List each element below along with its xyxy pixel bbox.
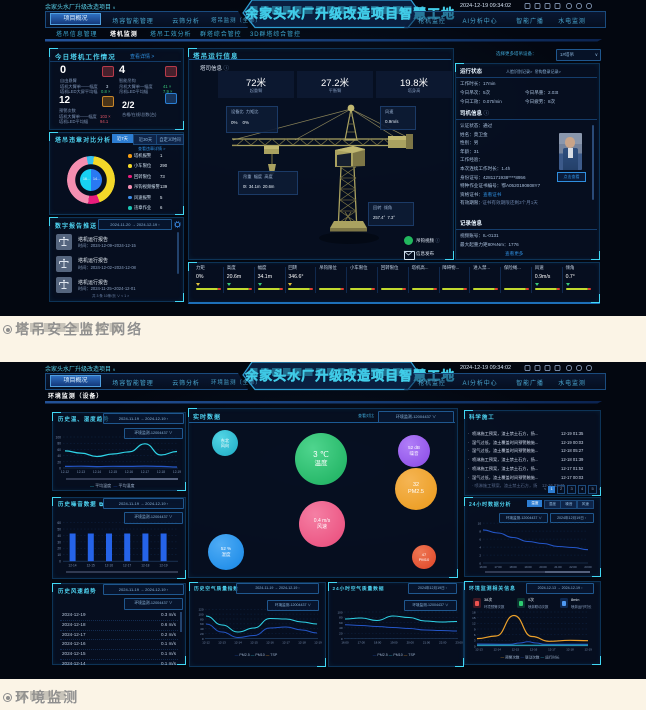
svg-text:12-17: 12-17 bbox=[282, 641, 290, 645]
svg-text:2: 2 bbox=[479, 553, 481, 557]
svg-text:22:00: 22:00 bbox=[569, 565, 577, 569]
svg-text:21:00: 21:00 bbox=[423, 641, 431, 645]
svg-text:22:00: 22:00 bbox=[439, 641, 447, 645]
svg-text:12-15: 12-15 bbox=[250, 641, 258, 645]
svg-text:23:00: 23:00 bbox=[455, 641, 463, 645]
svg-text:12-18: 12-18 bbox=[298, 641, 306, 645]
svg-text:20: 20 bbox=[339, 632, 343, 636]
svg-text:4: 4 bbox=[479, 545, 481, 549]
svg-text:19:00: 19:00 bbox=[390, 641, 398, 645]
svg-text:12-14: 12-14 bbox=[68, 564, 76, 568]
svg-text:12-15: 12-15 bbox=[109, 470, 117, 474]
svg-text:15: 15 bbox=[472, 616, 476, 620]
svg-text:8: 8 bbox=[479, 529, 481, 533]
svg-text:18:00: 18:00 bbox=[509, 565, 517, 569]
svg-text:50: 50 bbox=[57, 527, 61, 531]
svg-text:100: 100 bbox=[337, 610, 342, 614]
svg-text:19:00: 19:00 bbox=[524, 565, 532, 569]
svg-text:— PM2.5 — PM10 — TSP: — PM2.5 — PM10 — TSP bbox=[373, 653, 416, 657]
svg-text:12-18: 12-18 bbox=[566, 648, 574, 652]
svg-text:12: 12 bbox=[472, 622, 476, 626]
svg-text:12-15: 12-15 bbox=[87, 564, 95, 568]
svg-text:20:00: 20:00 bbox=[407, 641, 415, 645]
svg-text:12-18: 12-18 bbox=[141, 564, 149, 568]
svg-text:60: 60 bbox=[339, 621, 343, 625]
svg-text:12-15: 12-15 bbox=[512, 648, 520, 652]
svg-text:20:00: 20:00 bbox=[539, 565, 547, 569]
svg-text:120: 120 bbox=[198, 608, 203, 612]
svg-text:0: 0 bbox=[341, 637, 343, 641]
svg-text:16:00: 16:00 bbox=[341, 641, 349, 645]
svg-text:40: 40 bbox=[57, 534, 61, 538]
svg-text:10: 10 bbox=[57, 553, 61, 557]
svg-text:12-17: 12-17 bbox=[123, 564, 131, 568]
svg-text:12-14: 12-14 bbox=[493, 648, 501, 652]
svg-text:17:00: 17:00 bbox=[358, 641, 366, 645]
svg-text:0: 0 bbox=[479, 561, 481, 565]
svg-text:60: 60 bbox=[200, 622, 204, 626]
svg-text:12-16: 12-16 bbox=[266, 641, 274, 645]
svg-text:17:00: 17:00 bbox=[494, 565, 502, 569]
svg-text:21:00: 21:00 bbox=[554, 565, 562, 569]
svg-text:12-12: 12-12 bbox=[61, 470, 69, 474]
svg-text:60: 60 bbox=[57, 521, 61, 525]
svg-text:40: 40 bbox=[200, 627, 204, 631]
svg-text:12-17: 12-17 bbox=[548, 648, 556, 652]
svg-text:9: 9 bbox=[474, 627, 476, 631]
svg-text:80: 80 bbox=[200, 617, 204, 621]
svg-text:12-18: 12-18 bbox=[157, 470, 165, 474]
svg-text:40: 40 bbox=[57, 454, 61, 458]
svg-text:6: 6 bbox=[479, 537, 481, 541]
svg-text:0: 0 bbox=[474, 644, 476, 648]
svg-text:18: 18 bbox=[472, 610, 476, 614]
svg-text:18:00: 18:00 bbox=[374, 641, 382, 645]
svg-text:12-14: 12-14 bbox=[234, 641, 242, 645]
svg-text:20: 20 bbox=[57, 460, 61, 464]
svg-text:0: 0 bbox=[202, 637, 204, 641]
svg-text:— 预警次数 — 联动次数 — 运行时长: — 预警次数 — 联动次数 — 运行时长 bbox=[501, 655, 560, 660]
svg-text:20: 20 bbox=[200, 632, 204, 636]
svg-text:12-14: 12-14 bbox=[93, 470, 101, 474]
svg-text:30: 30 bbox=[57, 540, 61, 544]
svg-text:23:00: 23:00 bbox=[584, 565, 592, 569]
svg-text:12-16: 12-16 bbox=[530, 648, 538, 652]
svg-text:12-16: 12-16 bbox=[125, 470, 133, 474]
svg-text:0: 0 bbox=[59, 467, 61, 471]
svg-text:80: 80 bbox=[339, 616, 343, 620]
svg-text:0: 0 bbox=[59, 560, 61, 564]
svg-text:12-19: 12-19 bbox=[584, 648, 592, 652]
svg-text:10: 10 bbox=[478, 521, 482, 525]
svg-text:12-16: 12-16 bbox=[105, 564, 113, 568]
svg-text:12-19: 12-19 bbox=[159, 564, 167, 568]
svg-text:100: 100 bbox=[55, 436, 61, 440]
svg-text:12-17: 12-17 bbox=[141, 470, 149, 474]
svg-text:12-13: 12-13 bbox=[77, 470, 85, 474]
svg-text:100: 100 bbox=[198, 612, 203, 616]
svg-text:12-12: 12-12 bbox=[202, 641, 210, 645]
svg-text:16:00: 16:00 bbox=[479, 565, 487, 569]
svg-text:80: 80 bbox=[57, 442, 61, 446]
svg-text:60: 60 bbox=[57, 448, 61, 452]
svg-text:12-19: 12-19 bbox=[173, 470, 181, 474]
svg-text:12-13: 12-13 bbox=[218, 641, 226, 645]
svg-text:— PM2.5 — PM10 — TSP: — PM2.5 — PM10 — TSP bbox=[235, 653, 278, 657]
svg-text:40: 40 bbox=[339, 626, 343, 630]
svg-text:3: 3 bbox=[474, 639, 476, 643]
svg-text:6: 6 bbox=[474, 633, 476, 637]
svg-text:12-19: 12-19 bbox=[314, 641, 322, 645]
svg-text:12-13: 12-13 bbox=[475, 648, 483, 652]
svg-text:20: 20 bbox=[57, 547, 61, 551]
